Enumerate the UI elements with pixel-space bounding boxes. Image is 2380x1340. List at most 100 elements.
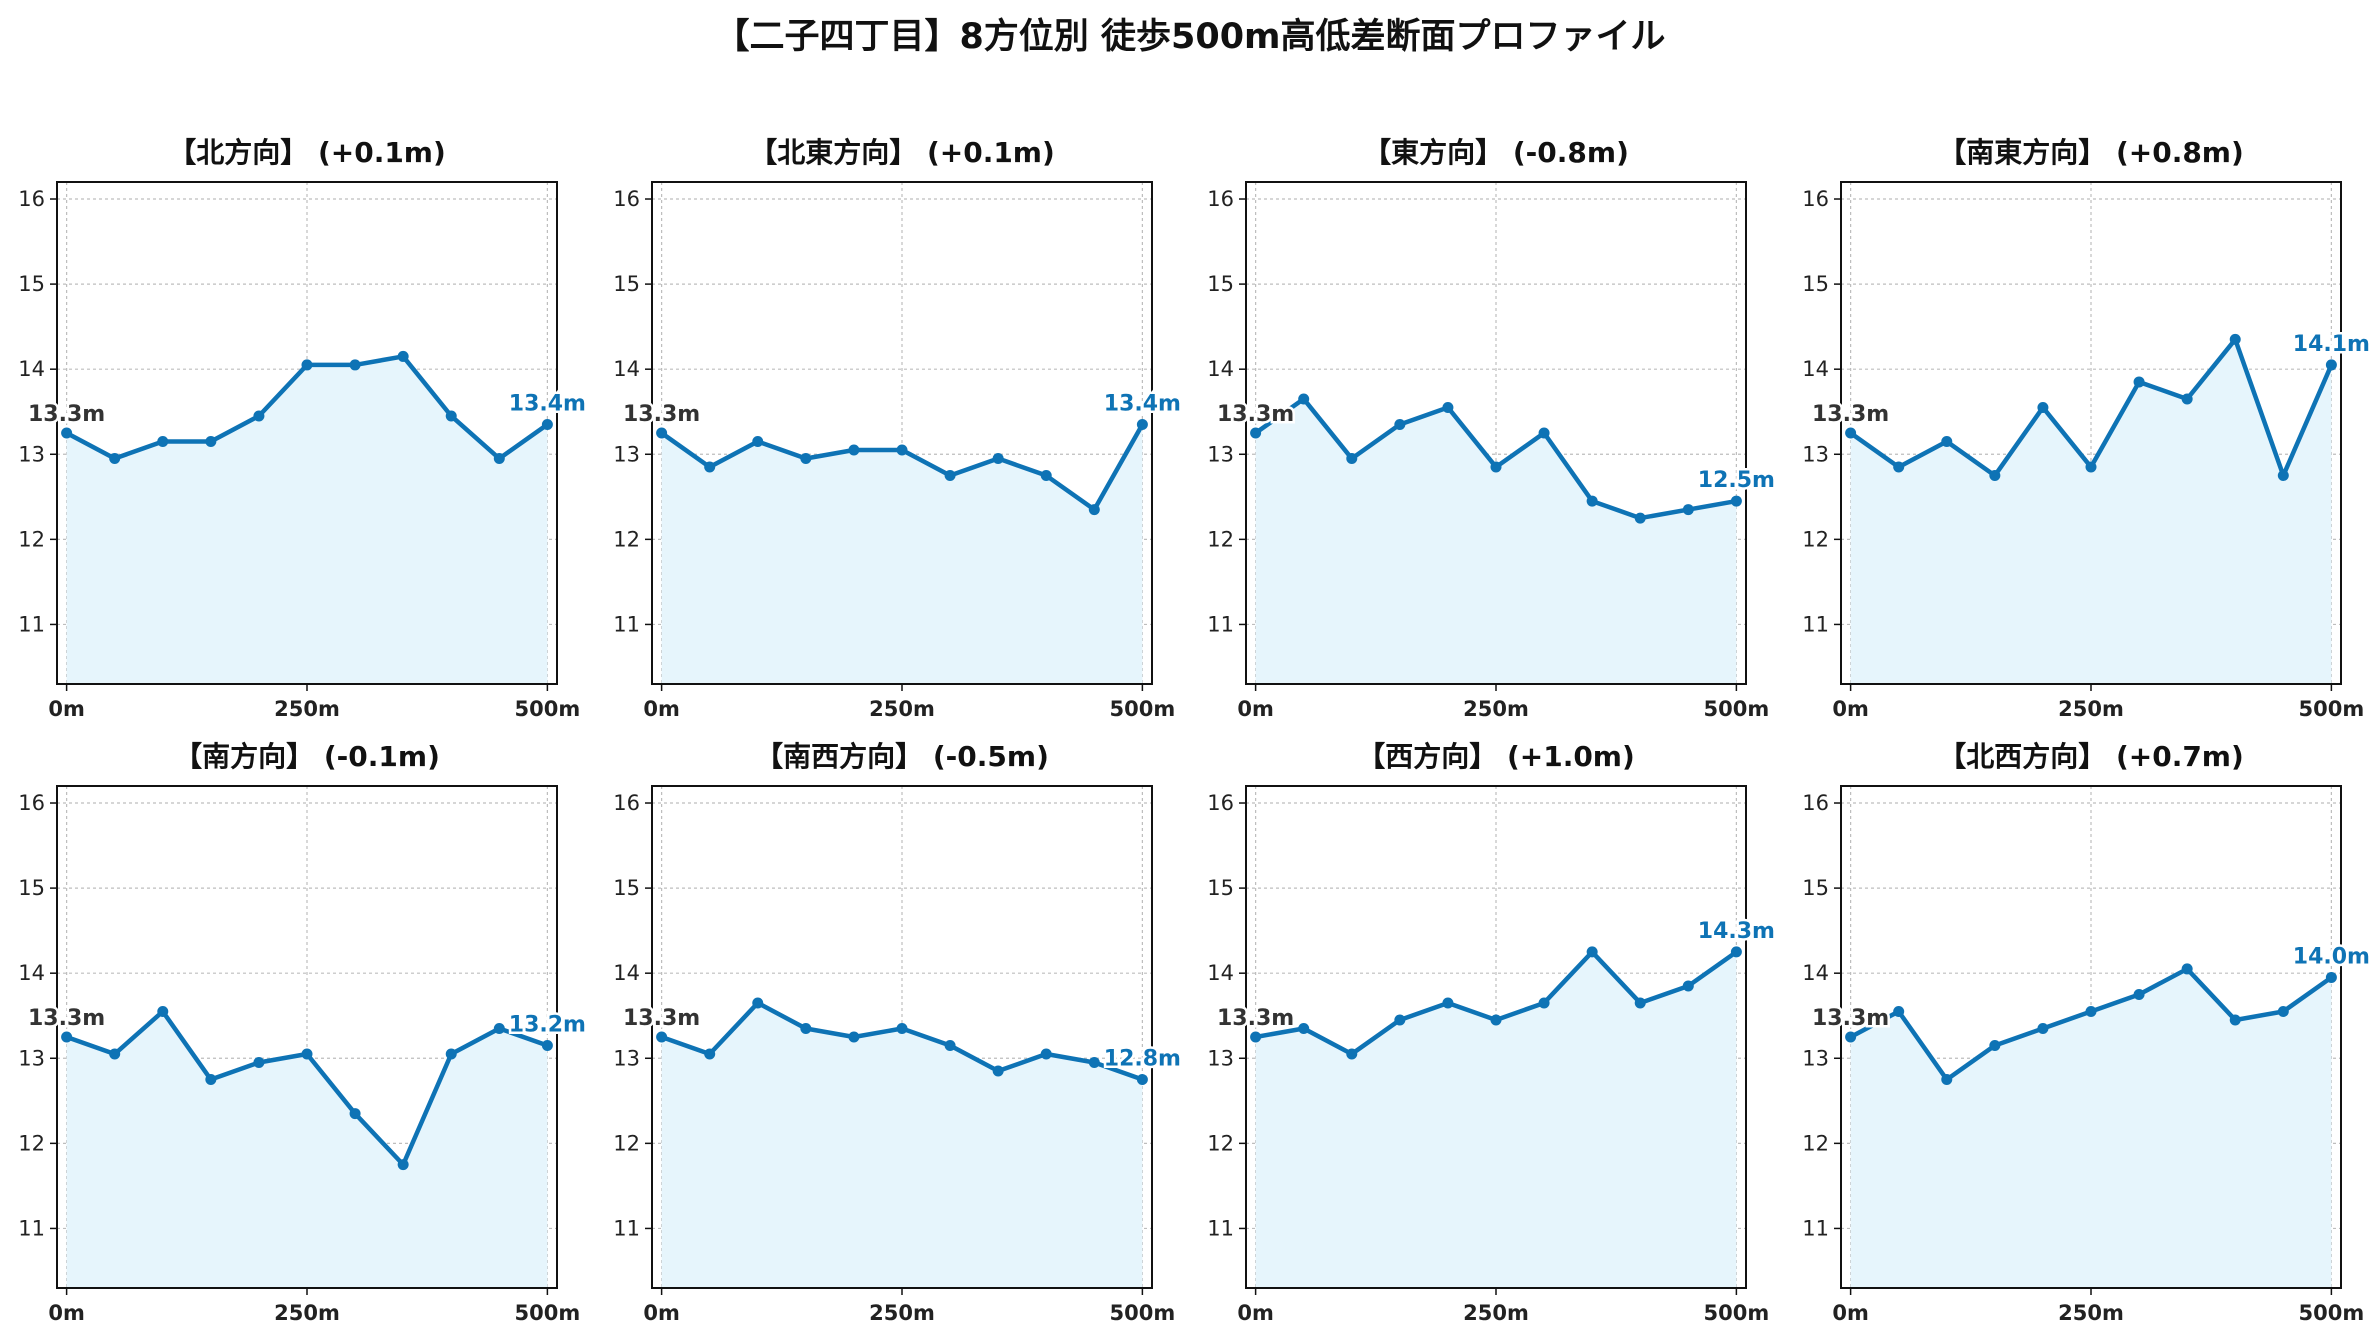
data-point [2037, 401, 2049, 413]
y-tick-label: 13 [1207, 442, 1234, 466]
y-tick-label: 16 [1207, 791, 1234, 815]
data-point [896, 1022, 908, 1034]
y-tick-label: 16 [613, 791, 640, 815]
y-tick-label: 13 [1802, 442, 1829, 466]
end-elevation-label: 14.3m [1698, 919, 1775, 944]
x-tick-label: 250m [869, 697, 935, 721]
data-point [656, 1031, 668, 1043]
data-point [349, 359, 361, 371]
end-elevation-label: 14.0m [2293, 944, 2370, 969]
data-point [752, 436, 764, 448]
y-tick-label: 14 [613, 357, 640, 381]
data-point [1893, 1005, 1905, 1017]
y-tick-label: 15 [1207, 272, 1234, 296]
panel-3: 【南東方向】 (+0.8m) 11 12 13 14 15 16 0m 250m 500m 13.3… [1802, 136, 2372, 721]
data-point [1136, 1074, 1148, 1086]
y-tick-label: 15 [1802, 876, 1829, 900]
data-point [445, 410, 457, 422]
y-tick-label: 11 [1207, 1216, 1234, 1240]
data-point [109, 453, 121, 465]
data-point [1346, 1048, 1358, 1060]
panel-6: 【西方向】 (+1.0m) 11 12 13 14 15 16 0m 250m 500m 13.3m… [1207, 740, 1777, 1325]
y-tick-label: 11 [1802, 612, 1829, 636]
y-tick-label: 13 [613, 1046, 640, 1070]
data-point [493, 1022, 505, 1034]
start-elevation-label: 13.3m [623, 1006, 700, 1031]
y-tick-label: 12 [1207, 1131, 1234, 1155]
data-point [1490, 461, 1502, 473]
data-point [493, 453, 505, 465]
y-tick-label: 14 [18, 357, 45, 381]
x-tick-label: 500m [2299, 1301, 2365, 1325]
panel-title: 【南西方向】 (-0.5m) [755, 740, 1049, 773]
y-tick-label: 15 [18, 272, 45, 296]
x-tick-label: 250m [274, 1301, 340, 1325]
data-point [1490, 1014, 1502, 1026]
data-point [1634, 512, 1646, 524]
y-tick-label: 16 [18, 187, 45, 211]
data-point [2085, 461, 2097, 473]
x-tick-label: 0m [1237, 1301, 1274, 1325]
end-elevation-label: 13.4m [1104, 391, 1181, 416]
x-tick-label: 250m [274, 697, 340, 721]
data-point [205, 1074, 217, 1086]
figure-title: 【二子四丁目】8方位別 徒歩500m高低差断面プロファイル [714, 17, 1666, 57]
data-point [1298, 1022, 1310, 1034]
panel-0: 【北方向】 (+0.1m) 11 12 13 14 15 16 0m 250m 500m 13.3m… [18, 136, 588, 721]
data-point [1040, 470, 1052, 482]
data-point [1989, 470, 2001, 482]
data-point [1989, 1040, 2001, 1052]
panel-title: 【西方向】 (+1.0m) [1357, 740, 1635, 773]
y-tick-label: 14 [1207, 961, 1234, 985]
data-point [1941, 1074, 1953, 1086]
data-point [992, 453, 1004, 465]
y-tick-label: 14 [18, 961, 45, 985]
panel-title: 【南東方向】 (+0.8m) [1938, 136, 2244, 169]
y-tick-label: 12 [613, 1131, 640, 1155]
y-tick-label: 13 [1802, 1046, 1829, 1070]
data-point [800, 1022, 812, 1034]
end-elevation-label: 14.1m [2293, 332, 2370, 357]
data-point [800, 453, 812, 465]
data-point [541, 1040, 553, 1052]
y-tick-label: 16 [1207, 187, 1234, 211]
data-point [157, 436, 169, 448]
data-point [944, 470, 956, 482]
data-point [1040, 1048, 1052, 1060]
y-tick-label: 12 [18, 1131, 45, 1155]
data-point [1538, 997, 1550, 1009]
x-tick-label: 0m [1832, 1301, 1869, 1325]
data-point [2085, 1005, 2097, 1017]
area-fill [66, 356, 548, 684]
x-tick-label: 250m [2058, 697, 2124, 721]
panel-7: 【北西方向】 (+0.7m) 11 12 13 14 15 16 0m 250m 500m 13.3… [1802, 740, 2372, 1325]
x-tick-label: 500m [1110, 1301, 1176, 1325]
y-tick-label: 12 [613, 527, 640, 551]
data-point [61, 427, 73, 439]
data-point [2229, 1014, 2241, 1026]
area-fill [661, 424, 1143, 684]
start-elevation-label: 13.3m [1217, 1006, 1294, 1031]
data-point [1845, 427, 1857, 439]
x-tick-label: 250m [1463, 697, 1529, 721]
data-point [2277, 1005, 2289, 1017]
y-tick-label: 15 [613, 876, 640, 900]
y-tick-label: 16 [613, 187, 640, 211]
y-tick-label: 11 [18, 612, 45, 636]
y-tick-label: 15 [1207, 876, 1234, 900]
data-point [541, 418, 553, 430]
data-point [1941, 436, 1953, 448]
data-point [109, 1048, 121, 1060]
data-point [1586, 946, 1598, 958]
x-tick-label: 0m [1832, 697, 1869, 721]
panel-title: 【東方向】 (-0.8m) [1363, 136, 1629, 169]
y-tick-label: 14 [1802, 357, 1829, 381]
y-tick-label: 15 [18, 876, 45, 900]
data-point [704, 1048, 716, 1060]
data-point [157, 1005, 169, 1017]
data-point [2325, 971, 2337, 983]
start-elevation-label: 13.3m [1217, 402, 1294, 427]
data-point [992, 1065, 1004, 1077]
x-tick-label: 0m [48, 1301, 85, 1325]
